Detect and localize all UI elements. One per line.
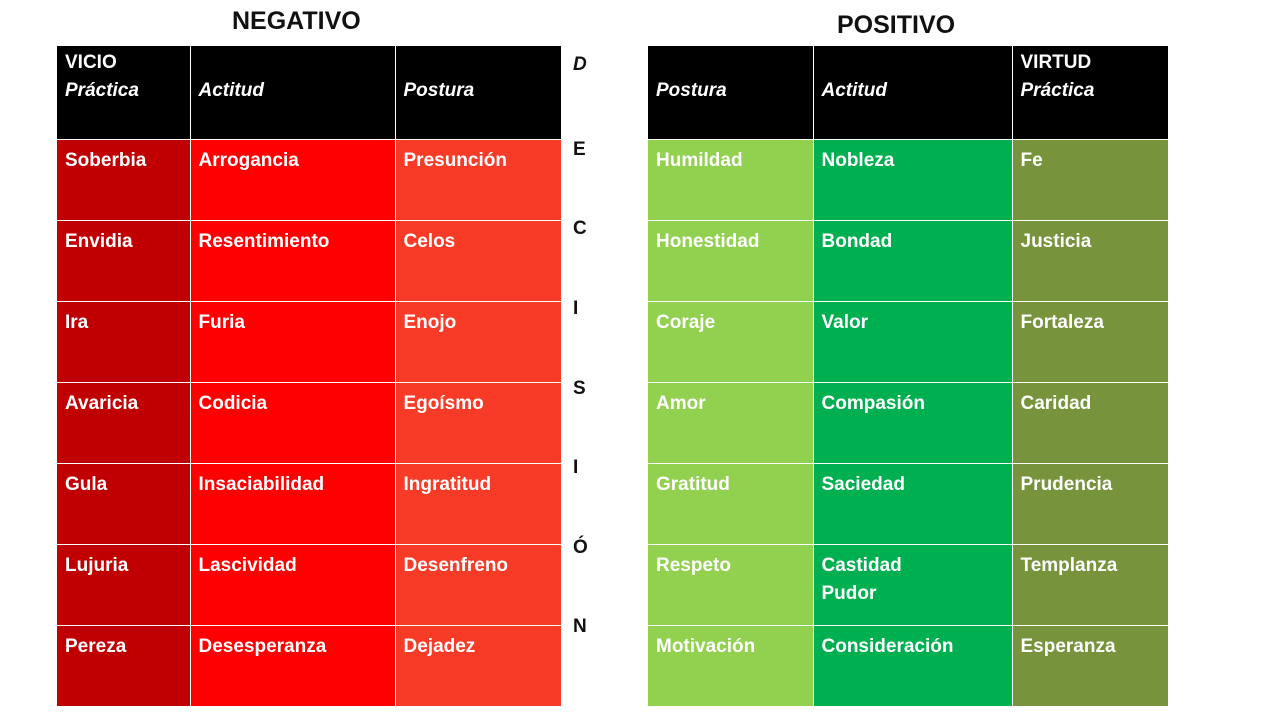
negative-table: VICIO Práctica Actitud Postura Soberbia … xyxy=(57,46,562,707)
attitude-cell: Desesperanza xyxy=(190,625,396,707)
decision-letter: E xyxy=(573,139,586,160)
header-postura: Postura xyxy=(395,46,562,140)
vice-cell: Soberbia xyxy=(57,139,191,221)
attitude-cell: Valor xyxy=(813,301,1013,383)
decision-letter: S xyxy=(573,378,586,399)
attitude-cell: Lascividad xyxy=(190,544,396,626)
posture-cell: Motivación xyxy=(648,625,814,707)
attitude-cell: Insaciabilidad xyxy=(190,463,396,545)
virtue-cell: Caridad xyxy=(1012,382,1169,464)
decision-letter: D xyxy=(573,54,587,75)
attitude-cell: Nobleza xyxy=(813,139,1013,221)
vice-cell: Ira xyxy=(57,301,191,383)
header-actitud: Actitud xyxy=(813,46,1013,140)
table-row: Ira Furia Enojo xyxy=(57,301,562,383)
virtue-cell: Fortaleza xyxy=(1012,301,1169,383)
table-row: Gratitud Saciedad Prudencia xyxy=(648,463,1169,545)
virtue-cell: Prudencia xyxy=(1012,463,1169,545)
table-row: Lujuria Lascividad Desenfreno xyxy=(57,544,562,626)
vice-cell: Envidia xyxy=(57,220,191,302)
vice-cell: Avaricia xyxy=(57,382,191,464)
header-actitud: Actitud xyxy=(190,46,396,140)
header-vicio-label: VICIO xyxy=(65,52,117,73)
header-practica-label: Práctica xyxy=(65,80,139,101)
table-row: Envidia Resentimiento Celos xyxy=(57,220,562,302)
table-row: Humildad Nobleza Fe xyxy=(648,139,1169,221)
header-postura: Postura xyxy=(648,46,814,140)
decision-letter: Ó xyxy=(573,537,588,558)
table-row: Soberbia Arrogancia Presunción xyxy=(57,139,562,221)
posture-cell: Desenfreno xyxy=(395,544,562,626)
posture-cell: Gratitud xyxy=(648,463,814,545)
header-vicio: VICIO Práctica xyxy=(57,46,191,140)
attitude-cell: Saciedad xyxy=(813,463,1013,545)
posture-cell: Coraje xyxy=(648,301,814,383)
attitude-cell: Codicia xyxy=(190,382,396,464)
posture-cell: Ingratitud xyxy=(395,463,562,545)
header-actitud-label: Actitud xyxy=(821,80,887,101)
virtue-cell: Esperanza xyxy=(1012,625,1169,707)
table-row: Coraje Valor Fortaleza xyxy=(648,301,1169,383)
attitude-cell: Castidad Pudor xyxy=(813,544,1013,626)
table-row: Pereza Desesperanza Dejadez xyxy=(57,625,562,707)
table-row: Gula Insaciabilidad Ingratitud xyxy=(57,463,562,545)
negative-title: NEGATIVO xyxy=(232,7,361,35)
decision-letter: C xyxy=(573,218,587,239)
header-postura-label: Postura xyxy=(403,80,475,101)
vice-cell: Gula xyxy=(57,463,191,545)
positive-header-row: Postura Actitud VIRTUD Práctica xyxy=(648,46,1169,140)
positive-table: Postura Actitud VIRTUD Práctica Humildad… xyxy=(648,46,1169,707)
header-practica-label: Práctica xyxy=(1020,80,1095,101)
attitude-cell: Furia xyxy=(190,301,396,383)
header-virtud: VIRTUD Práctica xyxy=(1012,46,1169,140)
attitude-cell: Consideración xyxy=(813,625,1013,707)
positive-title: POSITIVO xyxy=(837,11,956,39)
table-row: Amor Compasión Caridad xyxy=(648,382,1169,464)
posture-cell: Egoísmo xyxy=(395,382,562,464)
header-actitud-label: Actitud xyxy=(198,80,264,101)
decision-letter: I xyxy=(573,457,579,478)
table-row: Honestidad Bondad Justicia xyxy=(648,220,1169,302)
decision-letter: N xyxy=(573,616,587,637)
attitude-cell: Resentimiento xyxy=(190,220,396,302)
table-row: Motivación Consideración Esperanza xyxy=(648,625,1169,707)
vice-cell: Pereza xyxy=(57,625,191,707)
vice-cell: Lujuria xyxy=(57,544,191,626)
posture-cell: Respeto xyxy=(648,544,814,626)
posture-cell: Humildad xyxy=(648,139,814,221)
posture-cell: Dejadez xyxy=(395,625,562,707)
virtue-cell: Justicia xyxy=(1012,220,1169,302)
table-row: Avaricia Codicia Egoísmo xyxy=(57,382,562,464)
header-postura-label: Postura xyxy=(656,80,727,101)
posture-cell: Celos xyxy=(395,220,562,302)
table-row: Respeto Castidad Pudor Templanza xyxy=(648,544,1169,626)
virtue-cell: Fe xyxy=(1012,139,1169,221)
posture-cell: Presunción xyxy=(395,139,562,221)
decision-letter: I xyxy=(573,298,579,319)
posture-cell: Amor xyxy=(648,382,814,464)
attitude-cell: Bondad xyxy=(813,220,1013,302)
posture-cell: Honestidad xyxy=(648,220,814,302)
attitude-cell: Arrogancia xyxy=(190,139,396,221)
header-virtud-label: VIRTUD xyxy=(1020,52,1092,73)
virtue-cell: Templanza xyxy=(1012,544,1169,626)
posture-cell: Enojo xyxy=(395,301,562,383)
attitude-cell: Compasión xyxy=(813,382,1013,464)
negative-header-row: VICIO Práctica Actitud Postura xyxy=(57,46,562,140)
